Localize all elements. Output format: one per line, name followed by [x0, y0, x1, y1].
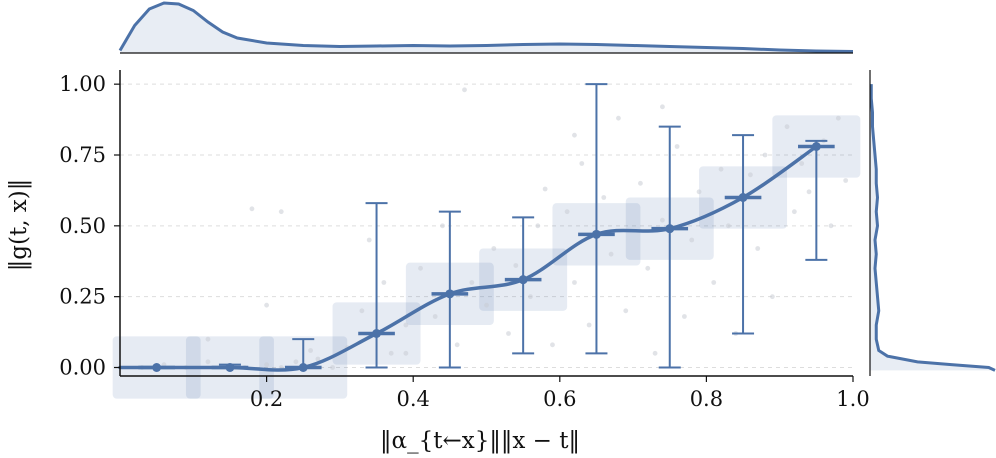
- scatter-point: [440, 223, 445, 229]
- scatter-point: [579, 161, 585, 166]
- scatter-point: [403, 350, 409, 356]
- x-tick-label: 0.4: [396, 387, 429, 411]
- scatter-point: [381, 280, 387, 285]
- scatter-point: [572, 132, 577, 138]
- scatter-point: [264, 362, 269, 368]
- scatter-point: [308, 348, 313, 353]
- scatter-point: [513, 263, 519, 268]
- scatter-point: [528, 294, 533, 300]
- scatter-point: [388, 350, 394, 356]
- y-density-fill: [870, 84, 995, 371]
- x-axis-label: ‖α_{t←x}‖‖x − t‖: [380, 428, 580, 454]
- scatter-point: [799, 161, 805, 166]
- scatter-point: [506, 331, 511, 336]
- scatter-point: [784, 124, 790, 130]
- scatter-point: [601, 195, 607, 200]
- scatter-point: [608, 251, 614, 257]
- scatter-point: [491, 246, 497, 251]
- x-density-curve: [118, 1, 854, 53]
- y-tick-label: 0.75: [59, 143, 106, 167]
- axes: [119, 70, 853, 377]
- scatter-point: [660, 104, 665, 110]
- scatter-point: [828, 223, 834, 229]
- scatter-point: [791, 209, 797, 215]
- mean-dot: [738, 193, 748, 202]
- bin-bands: [112, 115, 861, 399]
- scatter-point: [278, 209, 284, 215]
- x-marginal-density: [118, 1, 854, 54]
- scatter-point: [843, 178, 849, 183]
- scatter-point: [689, 237, 695, 243]
- scatter-point: [638, 180, 643, 186]
- scatter-point: [564, 209, 570, 215]
- scatter-point: [249, 206, 255, 212]
- mean-dot: [811, 142, 821, 151]
- scatter-point: [660, 217, 665, 223]
- x-tick-label: 0.2: [250, 387, 283, 411]
- scatter-point: [769, 294, 775, 300]
- x-tick-label: 0.6: [543, 387, 576, 411]
- mean-dot: [591, 229, 601, 239]
- y-tick-label: 1.00: [59, 72, 106, 96]
- y-axis-label: ‖g(t, x)‖: [6, 179, 32, 272]
- scatter-point: [696, 189, 702, 195]
- scatter-point: [652, 350, 658, 356]
- scatter-point: [264, 302, 269, 308]
- scatter-point: [623, 308, 629, 314]
- scatter-point: [586, 322, 592, 328]
- mean-dot: [225, 363, 235, 372]
- y-tick-label: 0.25: [59, 285, 106, 309]
- scatter-point: [469, 280, 475, 285]
- scatter-point: [484, 302, 489, 308]
- mean-dot: [665, 224, 675, 234]
- y-tick-label: 0.00: [59, 356, 106, 380]
- scatter-point: [682, 314, 687, 319]
- y-density-curve: [869, 84, 996, 372]
- y-marginal-density: [869, 70, 996, 376]
- scatter-points: [139, 87, 849, 370]
- scatter-point: [315, 356, 321, 362]
- x-tick-label: 1.0: [836, 387, 869, 411]
- scatter-point: [725, 223, 731, 229]
- scatter-point: [330, 365, 335, 370]
- scatter-point: [205, 336, 211, 342]
- scatter-point: [293, 359, 299, 365]
- scatter-point: [645, 265, 651, 271]
- scatter-point: [711, 280, 717, 285]
- scatter-point: [454, 342, 460, 348]
- mean-dot: [518, 275, 528, 285]
- scatter-point: [542, 186, 548, 192]
- scatter-point: [366, 237, 372, 243]
- scatter-point: [762, 152, 768, 158]
- scatter-point: [616, 115, 621, 121]
- mean-dot: [445, 289, 455, 299]
- scatter-point: [718, 166, 724, 172]
- scatter-point: [462, 87, 467, 93]
- scatter-point: [432, 314, 438, 319]
- scatter-point: [674, 144, 680, 149]
- x-tick-label: 0.8: [690, 387, 723, 411]
- y-tick-label: 0.50: [59, 214, 106, 238]
- mean-dot: [372, 329, 382, 338]
- mean-dot: [152, 363, 162, 372]
- x-density-fill: [120, 3, 853, 53]
- tick-labels: 0.2 0.4 0.6 0.8 1.0 0.00 0.25 0.50 0.75 1.00: [59, 72, 869, 411]
- mean-dot: [298, 363, 308, 372]
- scatter-point: [418, 265, 423, 271]
- scatter-point: [205, 359, 211, 365]
- scatter-point: [403, 322, 409, 328]
- scatter-point: [535, 223, 541, 229]
- scatter-point: [835, 115, 841, 121]
- scatter-point: [747, 172, 753, 178]
- scatter-point: [755, 246, 761, 251]
- scatter-point: [572, 280, 577, 285]
- scatter-point: [359, 308, 365, 314]
- scatter-point: [806, 189, 812, 195]
- scatter-point: [550, 342, 555, 348]
- mean-trend: [118, 142, 821, 372]
